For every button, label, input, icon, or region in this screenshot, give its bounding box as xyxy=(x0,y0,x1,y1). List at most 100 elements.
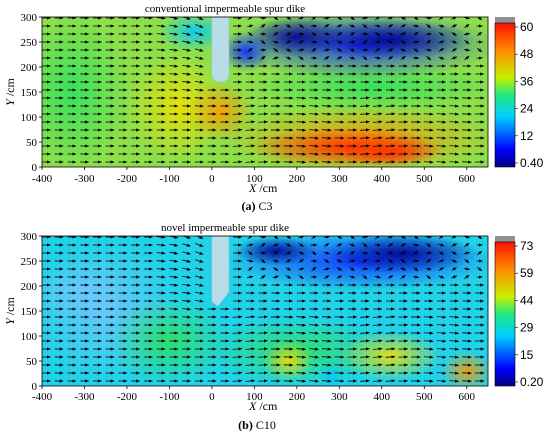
velocity-arrow xyxy=(182,64,192,68)
colorbar-cap xyxy=(495,236,515,242)
colorbar-label: 73 xyxy=(520,239,534,253)
velocity-arrow xyxy=(385,128,396,132)
velocity-arrow xyxy=(362,39,368,45)
velocity-arrow xyxy=(387,267,394,271)
velocity-arrow xyxy=(260,258,266,264)
velocity-arrow xyxy=(272,266,279,272)
velocity-arrow xyxy=(385,379,396,383)
velocity-arrow xyxy=(309,160,319,164)
velocity-arrow xyxy=(272,47,279,53)
velocity-arrow xyxy=(323,274,330,280)
velocity-arrow xyxy=(247,275,254,279)
y-tick-label: 150 xyxy=(21,306,38,318)
velocity-arrow xyxy=(387,40,394,44)
velocity-arrow xyxy=(245,96,256,100)
velocity-arrow xyxy=(195,236,204,240)
velocity-arrow xyxy=(232,96,243,100)
velocity-arrow xyxy=(412,40,420,44)
velocity-arrow xyxy=(463,267,471,271)
velocity-arrow xyxy=(412,259,420,263)
velocity-arrow xyxy=(169,17,179,20)
velocity-arrow xyxy=(296,355,307,359)
velocity-arrow xyxy=(360,120,370,124)
velocity-arrow xyxy=(385,363,396,367)
velocity-arrow xyxy=(423,339,434,343)
velocity-arrow xyxy=(385,315,396,319)
velocity-arrow xyxy=(195,243,204,247)
plot-title: novel impermeable spur dike xyxy=(161,222,289,234)
velocity-arrow xyxy=(195,24,204,28)
velocity-arrow xyxy=(321,339,332,343)
velocity-arrow xyxy=(194,259,204,263)
velocity-arrow xyxy=(296,331,307,335)
contour-region xyxy=(42,17,132,167)
velocity-arrow xyxy=(260,23,266,29)
velocity-arrow xyxy=(296,144,307,148)
velocity-arrow xyxy=(232,112,243,116)
velocity-arrow xyxy=(375,17,381,21)
velocity-arrow xyxy=(385,96,396,100)
velocity-arrow xyxy=(372,104,383,108)
velocity-arrow xyxy=(309,355,319,359)
velocity-arrow xyxy=(449,144,460,148)
velocity-arrow xyxy=(360,152,370,156)
velocity-arrow xyxy=(413,266,419,272)
velocity-arrow xyxy=(360,355,370,359)
x-tick-label: -100 xyxy=(159,173,180,185)
velocity-arrow xyxy=(232,120,243,124)
velocity-arrow xyxy=(336,259,343,263)
velocity-arrow xyxy=(463,17,471,20)
velocity-arrow xyxy=(311,47,317,53)
velocity-arrow xyxy=(362,242,368,248)
velocity-arrow xyxy=(438,259,445,263)
velocity-arrow xyxy=(245,331,256,335)
velocity-arrow xyxy=(258,355,268,359)
velocity-arrow xyxy=(423,160,434,164)
velocity-arrow xyxy=(321,355,332,359)
velocity-arrow xyxy=(436,315,447,319)
velocity-arrow xyxy=(245,379,256,383)
velocity-arrow xyxy=(413,17,419,21)
velocity-arrow xyxy=(476,266,483,272)
velocity-arrow xyxy=(321,323,332,327)
velocity-arrow xyxy=(451,251,457,255)
velocity-arrow xyxy=(311,31,317,37)
velocity-arrow xyxy=(245,104,256,108)
velocity-arrow xyxy=(296,315,307,319)
velocity-arrow xyxy=(182,72,192,76)
velocity-arrow xyxy=(247,259,254,263)
velocity-arrow xyxy=(309,323,319,327)
x-axis-label: X /cm xyxy=(248,181,278,195)
plot-title: conventional impermeable spur dike xyxy=(145,3,305,15)
velocity-arrow xyxy=(321,379,332,383)
velocity-vectors xyxy=(42,236,485,383)
velocity-arrow xyxy=(296,160,307,164)
velocity-arrow xyxy=(360,315,370,319)
velocity-arrow xyxy=(436,347,447,351)
colorbar-label: 24 xyxy=(520,102,534,116)
velocity-arrow xyxy=(182,299,192,303)
velocity-arrow xyxy=(361,17,369,20)
velocity-arrow xyxy=(423,323,434,327)
x-tick-label: 100 xyxy=(246,173,263,185)
velocity-arrow xyxy=(451,259,458,263)
velocity-arrow xyxy=(425,55,432,61)
velocity-arrow xyxy=(194,96,204,100)
velocity-arrow xyxy=(232,379,243,383)
velocity-arrow xyxy=(182,291,192,295)
velocity-arrow xyxy=(385,112,396,116)
velocity-arrow xyxy=(360,112,370,116)
velocity-arrow xyxy=(156,259,166,263)
velocity-arrow xyxy=(169,48,179,52)
velocity-arrow xyxy=(169,32,179,36)
velocity-arrow xyxy=(436,96,447,100)
velocity-arrow xyxy=(451,267,457,271)
velocity-arrow xyxy=(464,258,470,264)
velocity-arrow xyxy=(323,267,330,271)
velocity-arrow xyxy=(258,371,268,375)
velocity-arrow xyxy=(258,112,268,116)
velocity-arrow xyxy=(296,323,307,327)
velocity-arrow xyxy=(436,144,447,148)
x-tick-label: 0 xyxy=(209,173,215,185)
